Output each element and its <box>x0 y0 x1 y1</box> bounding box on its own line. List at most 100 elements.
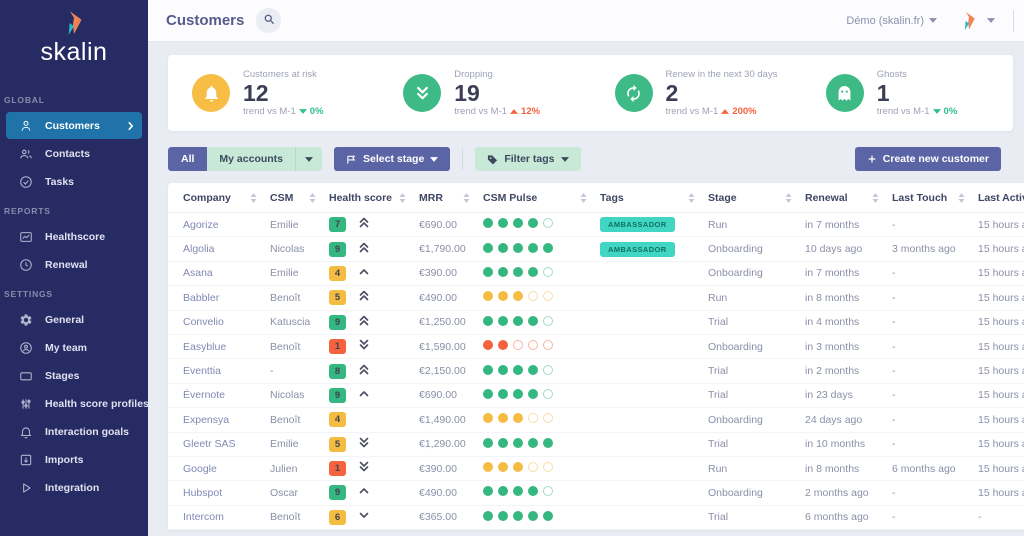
sidebar-item-stages[interactable]: Stages <box>6 362 142 389</box>
stat-card-customers-at-risk[interactable]: Customers at risk 12 trend vs M-1 0% <box>168 55 379 131</box>
table-row-easyblue[interactable]: Easyblue Benoît 1 €1,590.00 Onboarding in 3 m… <box>168 334 1024 360</box>
company-link[interactable]: Asana <box>183 267 213 280</box>
select-stage-button[interactable]: Select stage <box>334 147 451 171</box>
cell-last-activity: 15 hours ago <box>978 358 1024 384</box>
cell-last-touch: - <box>892 480 978 506</box>
sort-icon[interactable] <box>399 193 406 203</box>
team-icon <box>19 341 33 355</box>
sidebar-item-general[interactable]: General <box>6 306 142 333</box>
sidebar-item-renewal[interactable]: Renewal <box>6 251 142 278</box>
table-row-agorize[interactable]: Agorize Emilie 7 €690.00 AMBASSADOR Run in 7 m… <box>168 212 1024 238</box>
company-link[interactable]: Expensya <box>183 413 230 426</box>
csm-pulse-dots <box>483 437 553 448</box>
pulse-dot <box>543 413 553 424</box>
sidebar-item-health-score-profiles[interactable]: Health score profiles <box>6 390 149 417</box>
table-row-algolia[interactable]: Algolia Nicolas 9 €1,790.00 AMBASSADOR Onboar… <box>168 236 1024 262</box>
company-link[interactable]: Agorize <box>183 218 219 231</box>
pulse-dot <box>498 437 508 448</box>
filter-divider <box>462 148 464 170</box>
refresh-icon <box>614 74 653 112</box>
column-header-last-activity[interactable]: Last Activity <box>978 183 1024 213</box>
company-link[interactable]: Gleetr SAS <box>183 438 236 451</box>
column-header-csm[interactable]: CSM <box>270 183 329 213</box>
sidebar-item-my-team[interactable]: My team <box>6 334 142 361</box>
search-button[interactable] <box>256 8 282 33</box>
chevron-down-icon[interactable] <box>987 18 995 23</box>
cell-last-activity: 15 hours ago <box>978 456 1024 482</box>
company-link[interactable]: Convelio <box>183 316 224 329</box>
column-header-renewal[interactable]: Renewal <box>805 183 892 213</box>
search-icon <box>263 13 275 28</box>
stat-card-ghosts[interactable]: Ghosts 1 trend vs M-1 0% <box>802 55 1013 131</box>
skalin-logo-icon[interactable] <box>959 11 979 31</box>
health-trend-up2-icon <box>359 315 369 326</box>
table-row-gleetr-sas[interactable]: Gleetr SAS Emilie 5 €1,290.00 Trial in 10 mon… <box>168 432 1024 457</box>
sidebar-item-integration[interactable]: Integration <box>6 474 142 501</box>
sort-icon[interactable] <box>872 193 879 203</box>
stat-trend-value: 0% <box>309 105 324 117</box>
column-header-csm-pulse[interactable]: CSM Pulse <box>483 183 600 213</box>
sort-icon[interactable] <box>250 193 257 203</box>
cell-csm: Emilie <box>270 432 329 457</box>
account-menu[interactable]: Démo (skalin.fr) <box>846 15 937 27</box>
company-link[interactable]: Easyblue <box>183 340 227 353</box>
column-header-health-score[interactable]: Health score <box>329 183 419 213</box>
column-header-company[interactable]: Company <box>168 183 270 213</box>
sidebar-item-customers[interactable]: Customers <box>6 112 142 139</box>
sidebar-item-label: Health score profiles <box>45 397 149 410</box>
sort-icon[interactable] <box>688 193 695 203</box>
sidebar-item-interaction-goals[interactable]: Interaction goals <box>6 418 142 445</box>
sidebar-item-tasks[interactable]: Tasks <box>6 168 142 195</box>
sidebar-item-imports[interactable]: Imports <box>6 446 142 473</box>
stat-card-renew-in-the-next-30-days[interactable]: Renew in the next 30 days 2 trend vs M-1 20… <box>591 55 802 131</box>
stat-label: Ghosts <box>876 69 907 81</box>
cell-renewal: 6 months ago <box>805 505 892 531</box>
table-row-google[interactable]: Google Julien 1 €390.00 Run in 8 months 6 mont… <box>168 456 1024 482</box>
stat-trend-label: trend vs M-1 <box>876 105 930 117</box>
filter-tags-button[interactable]: Filter tags <box>475 147 581 171</box>
sort-icon[interactable] <box>580 193 587 203</box>
cell-last-activity: 15 hours ago <box>978 212 1024 238</box>
sidebar-item-contacts[interactable]: Contacts <box>6 140 142 167</box>
company-link[interactable]: Google <box>183 462 217 475</box>
scope-all-button[interactable]: All <box>168 147 208 171</box>
company-link[interactable]: Intercom <box>183 511 224 524</box>
cell-company: Intercom <box>168 505 270 531</box>
sort-icon[interactable] <box>785 193 792 203</box>
company-link[interactable]: Évernote <box>183 389 226 402</box>
sort-icon[interactable] <box>463 193 470 203</box>
cell-csm-pulse <box>483 480 600 506</box>
sidebar-section-label: REPORTS <box>4 206 51 216</box>
table-row-vernote[interactable]: Évernote Nicolas 9 €690.00 Trial in 23 days -1… <box>168 383 1024 409</box>
table-row-intercom[interactable]: Intercom Benoît 6 €365.00 Trial 6 months ago -… <box>168 505 1024 531</box>
column-header-stage[interactable]: Stage <box>708 183 805 213</box>
sidebar-item-healthscore[interactable]: Healthscore <box>6 223 142 250</box>
tag-badge: AMBASSADOR <box>600 217 675 233</box>
company-link[interactable]: Babbler <box>183 291 220 304</box>
stat-card-dropping[interactable]: Dropping 19 trend vs M-1 12% <box>379 55 590 131</box>
cell-renewal: in 7 months <box>805 261 892 287</box>
column-header-tags[interactable]: Tags <box>600 183 708 213</box>
cell-stage: Trial <box>708 358 805 384</box>
health-score-badge: 5 <box>329 436 346 452</box>
column-header-mrr[interactable]: MRR <box>419 183 483 213</box>
company-link[interactable]: Hubspot <box>183 486 223 499</box>
sidebar-item-label: Customers <box>45 119 100 132</box>
create-new-customer-button[interactable]: Create new customer <box>854 147 1001 171</box>
table-row-expensya[interactable]: Expensya Benoît 4 €1,490.00 Onboarding 24 day… <box>168 407 1024 433</box>
table-row-asana[interactable]: Asana Emilie 4 €390.00 Onboarding in 7 months… <box>168 261 1024 287</box>
sort-icon[interactable] <box>309 193 316 203</box>
sort-icon[interactable] <box>958 193 965 203</box>
cell-tags <box>600 358 708 384</box>
pulse-dot <box>543 218 553 229</box>
table-row-convelio[interactable]: Convelio Katuscia 9 €1,250.00 Trial in 4 mont… <box>168 310 1024 335</box>
table-row-babbler[interactable]: Babbler Benoît 5 €490.00 Run in 8 months -15 h… <box>168 285 1024 311</box>
table-row-eventtia[interactable]: Eventtia -8 €2,150.00 Trial in 2 months -15 h… <box>168 358 1024 384</box>
column-header-last-touch[interactable]: Last Touch <box>892 183 978 213</box>
stat-label: Dropping <box>454 69 493 81</box>
scope-my-accounts-button[interactable]: My accounts <box>207 147 296 171</box>
company-link[interactable]: Eventtia <box>183 365 221 378</box>
company-link[interactable]: Algolia <box>183 243 215 256</box>
table-row-hubspot[interactable]: Hubspot Oscar 9 €490.00 Onboarding 2 months a… <box>168 480 1024 506</box>
scope-caret-button[interactable] <box>295 147 323 171</box>
